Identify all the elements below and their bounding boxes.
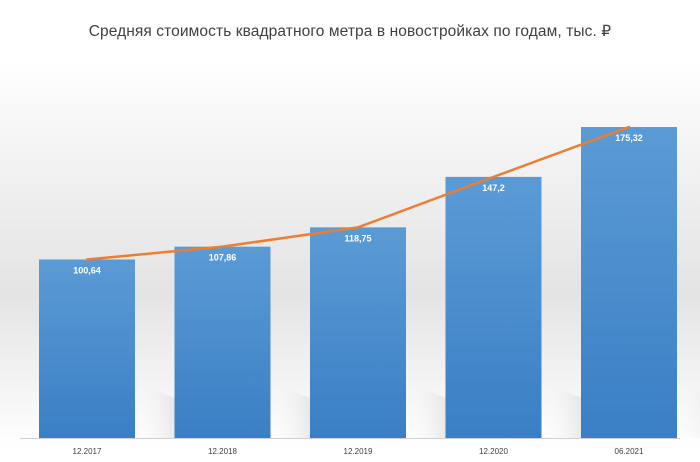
bar-shadow xyxy=(270,383,311,438)
x-tick-label: 12.2020 xyxy=(479,447,508,456)
data-label: 175,32 xyxy=(615,133,643,143)
bar-shadow xyxy=(135,383,175,438)
x-tick-label: 06.2021 xyxy=(615,447,644,456)
x-tick-label: 12.2017 xyxy=(73,447,102,456)
bar-shadow xyxy=(541,383,582,438)
x-tick-label: 12.2018 xyxy=(208,447,237,456)
bar-06.2021 xyxy=(581,127,677,438)
bar-12.2017 xyxy=(39,259,135,438)
data-label: 107,86 xyxy=(209,253,237,263)
data-label: 100,64 xyxy=(73,265,101,275)
bars xyxy=(39,127,700,438)
bar-shadow xyxy=(677,383,700,438)
bar-12.2018 xyxy=(174,246,271,438)
chart-title: Средняя стоимость квадратного метра в но… xyxy=(88,23,612,40)
data-label: 118,75 xyxy=(344,233,371,243)
trend-line-path xyxy=(85,125,631,261)
bar-shadow xyxy=(406,383,446,438)
data-label: 147,2 xyxy=(482,183,505,193)
data-labels: 100,64 107,86 118,75 147,2 175,32 xyxy=(73,133,643,275)
bar-12.2020 xyxy=(445,176,542,438)
x-axis-ticks: 12.2017 12.2018 12.2019 12.2020 06.2021 xyxy=(73,447,644,456)
trend-line xyxy=(85,125,631,261)
x-tick-label: 12.2019 xyxy=(344,447,373,456)
bar-12.2019 xyxy=(310,227,406,438)
